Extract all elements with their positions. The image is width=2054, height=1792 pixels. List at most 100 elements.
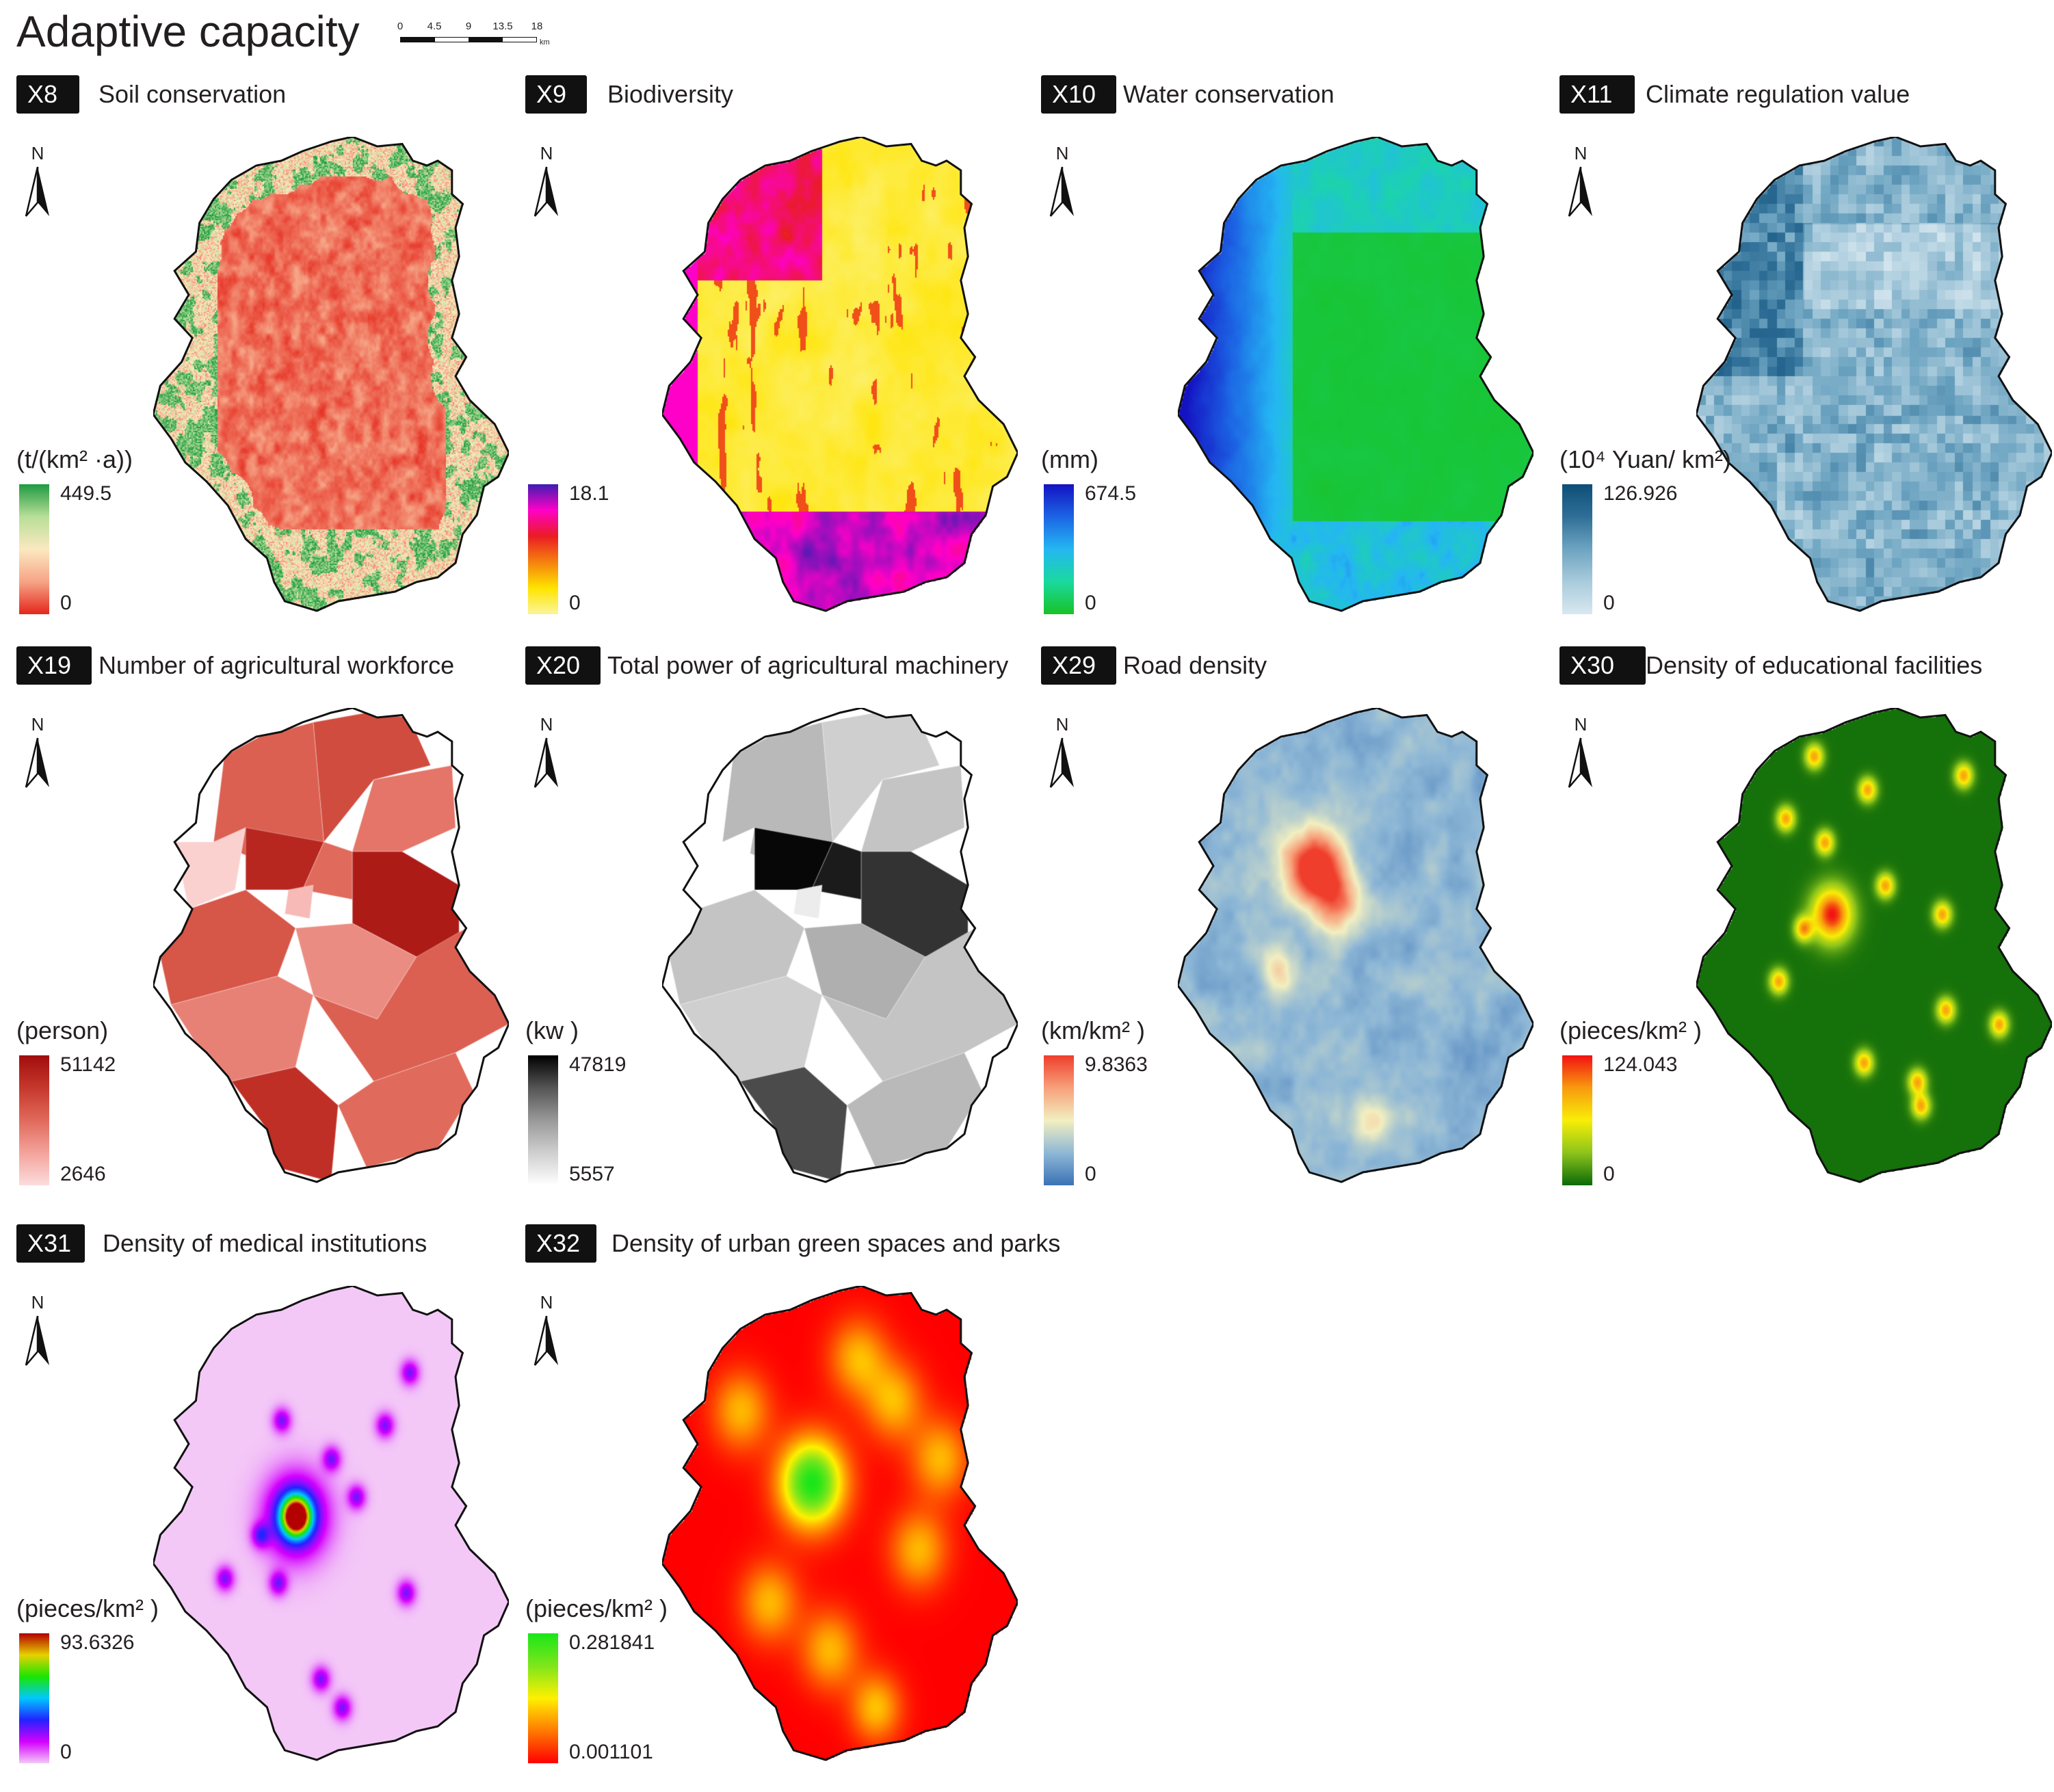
legend-max-value: 124.043: [1603, 1053, 1678, 1076]
county-map: [1696, 137, 2052, 616]
north-arrow-icon: N: [529, 1293, 564, 1368]
north-arrow-icon: N: [529, 715, 564, 790]
legend-color-ramp: [1562, 484, 1592, 614]
legend-min-value: 0: [1085, 1163, 1096, 1185]
legend-unit: (kw ): [525, 1016, 579, 1044]
north-label: N: [31, 714, 44, 735]
county-map-raster: [662, 137, 1018, 616]
legend-max-value: 674.5: [1085, 482, 1137, 505]
north-arrow-icon: N: [1045, 715, 1079, 790]
scale-bar: 0 4.5 9 13.5 18 km: [397, 21, 557, 55]
map-legend: (t/(km² ·a)) 449.5 0: [16, 445, 235, 622]
panel-title: Climate regulation value: [1646, 80, 1910, 108]
legend-min-value: 0.001101: [569, 1741, 653, 1763]
legend-max-value: 18.1: [569, 482, 609, 505]
panel-title: Total power of agricultural machinery: [607, 651, 1009, 679]
legend-unit: (mm): [1041, 445, 1098, 473]
legend-unit: (person): [16, 1016, 109, 1044]
panel-code-badge: X19: [16, 646, 92, 685]
county-boundary: [1178, 708, 1533, 1183]
north-label: N: [540, 1292, 553, 1313]
legend-unit: (pieces/km² ): [1559, 1016, 1702, 1044]
county-map-raster: [1696, 708, 2052, 1187]
county-map: [662, 137, 1018, 616]
scale-tick: 18: [531, 21, 543, 32]
scale-bar-segments: [400, 37, 537, 42]
north-arrow-icon: N: [1564, 144, 1598, 219]
north-label: N: [540, 714, 553, 735]
map-legend: (km/km² ) 9.8363 0: [1041, 1016, 1260, 1194]
legend-color-ramp: [1044, 484, 1074, 614]
legend-min-value: 0: [1603, 1163, 1615, 1185]
legend-min-value: 0: [60, 1741, 72, 1763]
county-map: [1178, 708, 1533, 1187]
scale-bar-ticks: 0 4.5 9 13.5 18: [397, 21, 543, 34]
county-map: [153, 137, 509, 616]
legend-min-value: 0: [1603, 592, 1615, 614]
map-legend: (pieces/km² ) 124.043 0: [1559, 1016, 1778, 1194]
map-panel-x32: X32 Density of urban green spaces and par…: [525, 1224, 1060, 1792]
north-arrow-icon: N: [21, 1293, 55, 1368]
north-label: N: [31, 1292, 44, 1313]
panel-title: Biodiversity: [607, 80, 734, 108]
legend-color-ramp: [1562, 1055, 1592, 1185]
panel-code-badge: X32: [525, 1224, 596, 1263]
scale-tick: 9: [465, 21, 472, 32]
panel-code-badge: X20: [525, 646, 601, 685]
panel-title: Soil conservation: [98, 80, 287, 108]
map-panel-x8: X8 Soil conservation N (t/(km² ·a)) 449.5 0: [16, 75, 529, 643]
map-panel-x19: X19 Number of agricultural workforce N (per…: [16, 646, 529, 1214]
panel-code-badge: X11: [1559, 75, 1635, 114]
legend-color-ramp: [19, 484, 49, 614]
panel-title: Water conservation: [1123, 80, 1334, 108]
legend-color-ramp: [528, 1055, 558, 1185]
county-map-raster: [153, 137, 509, 616]
map-legend: (pieces/km² ) 0.281841 0.001101: [525, 1594, 744, 1771]
panel-code-badge: X29: [1041, 646, 1116, 685]
county-map-raster: [1696, 137, 2052, 616]
north-label: N: [1055, 143, 1069, 163]
county-boundary: [153, 1286, 509, 1761]
north-arrow-icon: N: [21, 715, 55, 790]
legend-min-value: 0: [1085, 592, 1096, 614]
county-boundary: [153, 708, 509, 1183]
county-map-raster: [153, 1286, 509, 1765]
legend-color-ramp: [528, 484, 558, 614]
legend-min-value: 5557: [569, 1163, 615, 1185]
legend-unit: (10⁴ Yuan/ km²): [1559, 445, 1731, 473]
legend-unit: (km/km² ): [1041, 1016, 1145, 1044]
county-boundary: [1178, 137, 1533, 612]
county-map: [1696, 708, 2052, 1187]
north-label: N: [1574, 143, 1588, 163]
legend-max-value: 449.5: [60, 482, 112, 505]
panel-title: Density of urban green spaces and parks: [611, 1229, 1061, 1257]
legend-max-value: 51142: [60, 1053, 116, 1076]
legend-color-ramp: [528, 1633, 558, 1763]
map-panel-x20: X20 Total power of agricultural machinery…: [525, 646, 1038, 1214]
panel-title: Road density: [1123, 651, 1267, 679]
county-boundary: [1696, 708, 2052, 1183]
panel-code-badge: X30: [1559, 646, 1646, 685]
county-map: [1178, 137, 1533, 616]
figure-title: Adaptive capacity: [16, 7, 360, 56]
north-arrow-icon: N: [21, 144, 55, 219]
county-map: [153, 1286, 509, 1765]
panel-code-badge: X31: [16, 1224, 85, 1263]
north-label: N: [31, 143, 44, 163]
panel-title: Number of agricultural workforce: [98, 651, 455, 679]
map-legend: (pieces/km² ) 93.6326 0: [16, 1594, 235, 1771]
legend-max-value: 9.8363: [1085, 1053, 1148, 1076]
north-label: N: [540, 143, 553, 163]
county-boundary: [662, 708, 1018, 1183]
county-boundary: [153, 137, 509, 612]
legend-max-value: 0.281841: [569, 1631, 655, 1654]
north-arrow-icon: N: [1564, 715, 1598, 790]
map-legend: (person) 51142 2646: [16, 1016, 235, 1194]
county-map-raster: [1178, 137, 1533, 616]
scale-bar-unit: km: [540, 38, 550, 47]
legend-max-value: 47819: [569, 1053, 627, 1076]
legend-min-value: 0: [60, 592, 72, 614]
county-boundary: [662, 1286, 1018, 1761]
north-arrow-icon: N: [1045, 144, 1079, 219]
panel-code-badge: X8: [16, 75, 79, 114]
